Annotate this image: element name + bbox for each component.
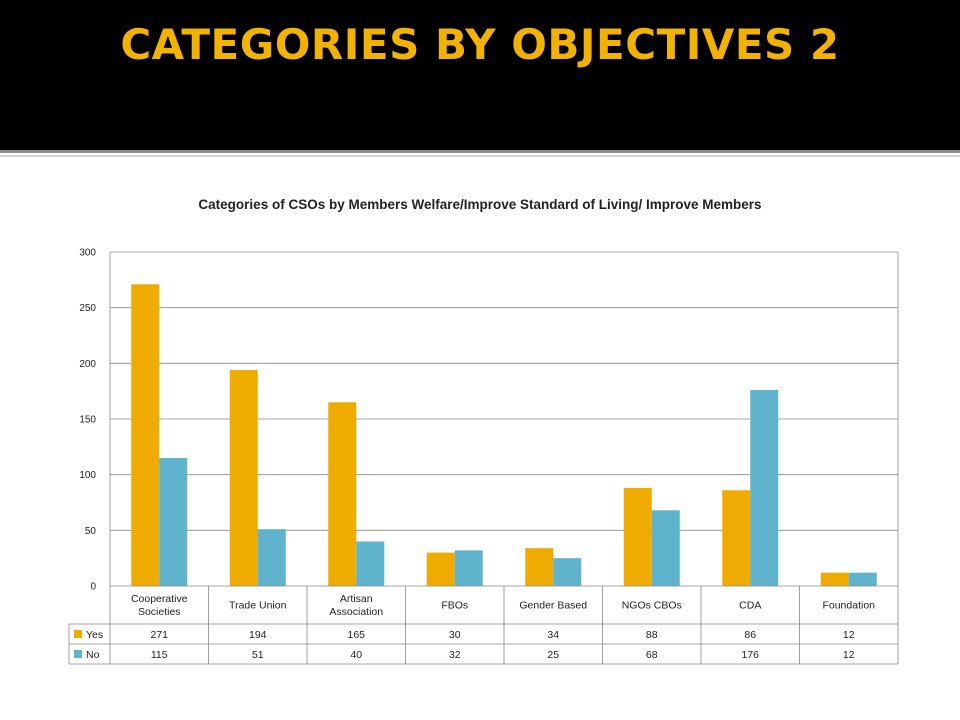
y-tick-label: 250	[79, 303, 96, 314]
table-value-yes: 12	[843, 629, 855, 641]
bar-no	[750, 390, 779, 586]
category-label: Foundation	[822, 600, 875, 612]
bar-no	[454, 550, 483, 586]
table-value-yes: 88	[646, 629, 658, 641]
slide-title: CATEGORIES BY OBJECTIVES 2	[120, 20, 840, 69]
bar-yes	[820, 572, 849, 586]
y-tick-label: 50	[85, 526, 97, 537]
bar-yes	[525, 548, 554, 586]
table-value-no: 12	[843, 649, 855, 661]
bar-yes	[328, 402, 357, 586]
y-tick-label: 300	[79, 248, 96, 259]
table-value-yes: 165	[347, 629, 365, 641]
category-label: Trade Union	[229, 600, 287, 612]
y-tick-label: 100	[79, 470, 96, 481]
header-divider	[0, 150, 960, 153]
category-label: Artisan	[340, 593, 373, 605]
table-value-no: 176	[741, 649, 759, 661]
bar-yes	[623, 488, 652, 586]
category-label: Association	[329, 606, 383, 618]
bar-yes	[722, 490, 751, 586]
table-value-no: 32	[449, 649, 461, 661]
table-value-yes: 30	[449, 629, 461, 641]
chart-title: Categories of CSOs by Members Welfare/Im…	[198, 197, 762, 212]
bar-yes	[131, 284, 160, 586]
table-value-yes: 271	[150, 629, 168, 641]
category-label: Gender Based	[519, 600, 587, 612]
bar-yes	[229, 370, 258, 586]
table-value-no: 40	[350, 649, 362, 661]
category-label: Societies	[138, 606, 181, 618]
legend-swatch-no	[74, 650, 82, 658]
table-value-no: 25	[547, 649, 559, 661]
bar-yes	[426, 552, 455, 586]
y-tick-label: 150	[79, 415, 96, 426]
table-value-yes: 86	[744, 629, 756, 641]
legend-label-yes: Yes	[86, 629, 103, 641]
y-tick-label: 200	[79, 359, 96, 370]
bar-no	[257, 529, 286, 586]
bar-no	[356, 541, 385, 586]
table-value-no: 68	[646, 649, 658, 661]
header-divider-light	[0, 155, 960, 157]
legend-swatch-yes	[74, 630, 82, 638]
table-value-no: 51	[252, 649, 264, 661]
category-label: Cooperative	[131, 593, 188, 605]
category-label: NGOs CBOs	[622, 600, 682, 612]
legend-label-no: No	[86, 649, 100, 661]
bar-no	[848, 572, 877, 586]
category-label: CDA	[739, 600, 761, 612]
bar-no	[553, 558, 582, 586]
table-value-yes: 194	[249, 629, 267, 641]
category-label: FBOs	[441, 600, 468, 612]
y-tick-label: 0	[90, 582, 96, 593]
bar-no	[651, 510, 680, 586]
table-value-no: 115	[151, 649, 168, 661]
bar-no	[159, 457, 188, 586]
table-value-yes: 34	[547, 629, 559, 641]
title-bar: CATEGORIES BY OBJECTIVES 2	[0, 0, 960, 150]
